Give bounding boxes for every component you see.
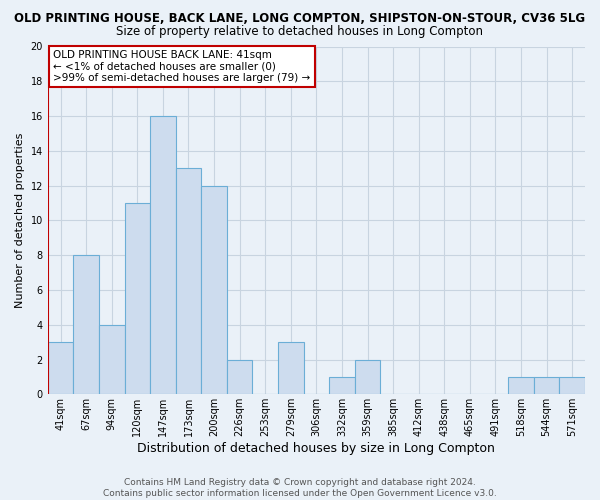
- Bar: [125, 203, 150, 394]
- Bar: [99, 324, 125, 394]
- Bar: [278, 342, 304, 394]
- Text: Contains HM Land Registry data © Crown copyright and database right 2024.
Contai: Contains HM Land Registry data © Crown c…: [103, 478, 497, 498]
- Text: Size of property relative to detached houses in Long Compton: Size of property relative to detached ho…: [116, 25, 484, 38]
- Text: OLD PRINTING HOUSE BACK LANE: 41sqm
← <1% of detached houses are smaller (0)
>99: OLD PRINTING HOUSE BACK LANE: 41sqm ← <1…: [53, 50, 310, 83]
- Bar: [150, 116, 176, 394]
- X-axis label: Distribution of detached houses by size in Long Compton: Distribution of detached houses by size …: [137, 442, 496, 455]
- Bar: [508, 377, 534, 394]
- Text: OLD PRINTING HOUSE, BACK LANE, LONG COMPTON, SHIPSTON-ON-STOUR, CV36 5LG: OLD PRINTING HOUSE, BACK LANE, LONG COMP…: [14, 12, 586, 26]
- Bar: [48, 342, 73, 394]
- Y-axis label: Number of detached properties: Number of detached properties: [15, 132, 25, 308]
- Bar: [201, 186, 227, 394]
- Bar: [176, 168, 201, 394]
- Bar: [534, 377, 559, 394]
- Bar: [329, 377, 355, 394]
- Bar: [559, 377, 585, 394]
- Bar: [355, 360, 380, 394]
- Bar: [227, 360, 253, 394]
- Bar: [73, 255, 99, 394]
